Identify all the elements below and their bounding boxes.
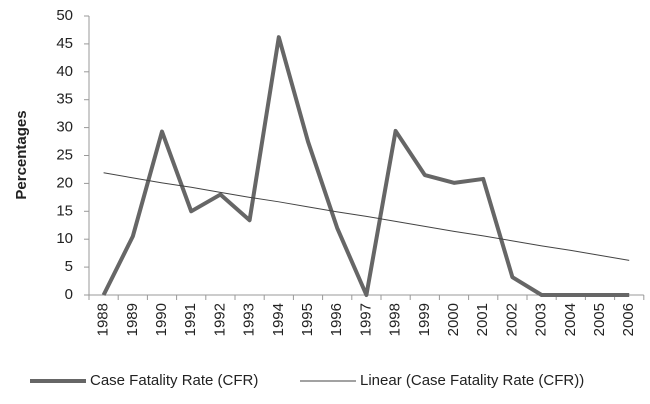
x-tick-label: 1992 (211, 303, 228, 336)
y-tick-label: 15 (56, 202, 73, 219)
y-tick-label: 5 (65, 258, 73, 275)
x-tick-label: 2004 (562, 303, 579, 336)
x-tick-label: 1993 (241, 303, 258, 336)
y-tick-label: 10 (56, 230, 73, 247)
y-tick-label: 20 (56, 174, 73, 191)
y-axis-title: Percentages (13, 110, 30, 199)
x-tick-label: 2006 (620, 303, 637, 336)
y-tick-label: 35 (56, 91, 73, 108)
legend-label: Case Fatality Rate (CFR) (90, 372, 258, 389)
y-tick-label: 0 (65, 286, 73, 303)
x-tick-label: 2000 (445, 303, 462, 336)
x-tick-label: 1990 (153, 303, 170, 336)
x-tick-label: 1996 (328, 303, 345, 336)
y-tick-label: 50 (56, 7, 73, 24)
x-tick-label: 1989 (124, 303, 141, 336)
series-line (103, 172, 630, 261)
x-tick-label: 2003 (533, 303, 550, 336)
x-tick-label: 2002 (503, 303, 520, 336)
y-tick-label: 45 (56, 35, 73, 52)
x-tick-label: 1995 (299, 303, 316, 336)
y-tick-label: 30 (56, 119, 73, 136)
x-tick-label: 1994 (270, 303, 287, 336)
y-tick-label: 40 (56, 63, 73, 80)
legend-label: Linear (Case Fatality Rate (CFR)) (360, 372, 584, 389)
x-tick-label: 1997 (357, 303, 374, 336)
series-line (101, 35, 630, 297)
x-tick-label: 2001 (474, 303, 491, 336)
y-tick-label: 25 (56, 146, 73, 163)
x-tick-label: 1991 (182, 303, 199, 336)
x-tick-label: 1998 (387, 303, 404, 336)
x-tick-label: 2005 (591, 303, 608, 336)
x-tick-label: 1988 (95, 303, 112, 336)
x-tick-label: 1999 (416, 303, 433, 336)
